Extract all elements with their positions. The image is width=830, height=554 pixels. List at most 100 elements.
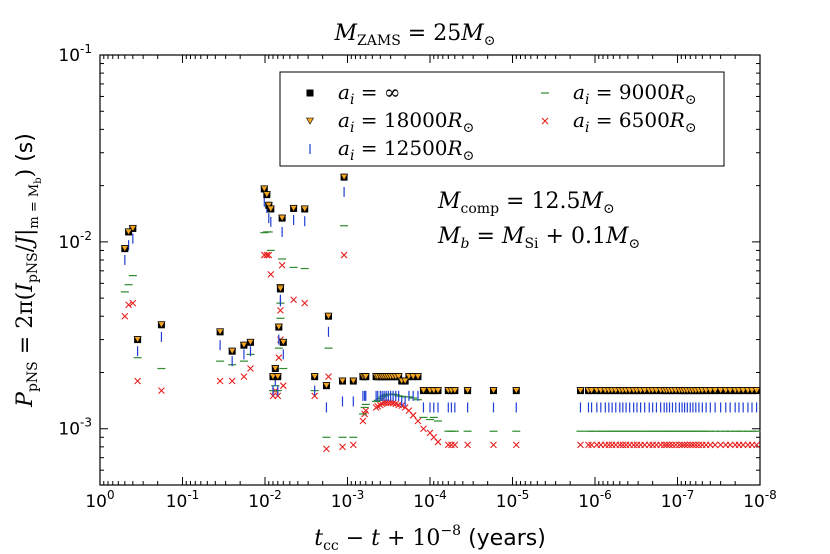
x-tick-label: 10-1 bbox=[166, 488, 200, 512]
data-point-series-4 bbox=[588, 441, 595, 449]
data-point-series-4 bbox=[451, 441, 459, 449]
data-point-series-1 bbox=[216, 328, 225, 336]
data-point-series-4 bbox=[247, 365, 254, 372]
data-point-series-4 bbox=[121, 312, 129, 320]
data-point-series-1 bbox=[324, 312, 333, 320]
data-point-series-4 bbox=[362, 407, 370, 415]
data-point-series-4 bbox=[726, 441, 734, 449]
data-point-series-1 bbox=[340, 173, 349, 181]
data-point-series-4 bbox=[290, 296, 297, 304]
data-point-series-1 bbox=[310, 373, 319, 381]
legend-label-12500: ai = 12500R⊙ bbox=[338, 136, 474, 164]
legend-marker-1 bbox=[305, 117, 315, 125]
data-point-series-4 bbox=[706, 441, 714, 449]
data-point-series-4 bbox=[134, 377, 142, 385]
y-tick-label: 10-3 bbox=[58, 416, 92, 440]
data-point-series-1 bbox=[706, 387, 715, 395]
data-point-series-1 bbox=[711, 387, 720, 395]
data-point-series-1 bbox=[273, 373, 282, 381]
data-point-series-4 bbox=[278, 261, 286, 269]
y-tick-label: 10-2 bbox=[58, 229, 92, 253]
data-point-series-4 bbox=[490, 441, 497, 449]
data-point-series-1 bbox=[576, 387, 585, 395]
data-point-series-1 bbox=[289, 205, 298, 213]
legend-label-6500: ai = 6500R⊙ bbox=[573, 108, 697, 136]
legend-marker-0 bbox=[306, 89, 314, 97]
data-point-series-1 bbox=[322, 382, 331, 390]
data-point-series-4 bbox=[717, 441, 725, 449]
data-point-series-4 bbox=[616, 441, 624, 449]
x-tick-label: 10-6 bbox=[578, 488, 612, 512]
data-point-series-1 bbox=[264, 201, 273, 209]
data-point-series-4 bbox=[711, 441, 719, 449]
legend-label-inf: ai = ∞ bbox=[338, 80, 401, 108]
data-point-series-1 bbox=[260, 185, 269, 193]
legend-box bbox=[279, 71, 725, 167]
data-point-series-4 bbox=[158, 387, 165, 394]
data-point-series-4 bbox=[420, 425, 427, 433]
data-point-series-1 bbox=[262, 191, 271, 199]
data-point-series-1 bbox=[489, 387, 498, 395]
legend-markers bbox=[305, 89, 549, 154]
x-tick-label: 10-2 bbox=[248, 488, 282, 512]
data-point-series-4 bbox=[325, 373, 332, 381]
data-point-series-1 bbox=[394, 373, 403, 381]
data-point-series-4 bbox=[274, 392, 282, 400]
data-point-series-1 bbox=[266, 205, 275, 213]
data-point-series-1 bbox=[228, 347, 237, 355]
data-point-series-4 bbox=[265, 251, 273, 259]
data-point-series-4 bbox=[434, 438, 442, 446]
data-point-series-1 bbox=[409, 373, 418, 381]
data-point-series-4 bbox=[585, 441, 592, 449]
data-point-series-4 bbox=[681, 441, 688, 449]
data-point-series-4 bbox=[275, 354, 283, 362]
data-point-series-4 bbox=[675, 441, 683, 449]
x-tick-label: 100 bbox=[85, 488, 114, 512]
data-point-series-4 bbox=[129, 299, 137, 307]
x-tick-label: 10-8 bbox=[743, 488, 777, 512]
data-point-series-1 bbox=[274, 323, 283, 331]
data-point-series-4 bbox=[279, 382, 287, 390]
data-point-series-4 bbox=[267, 270, 275, 278]
x-tick-label: 10-7 bbox=[661, 488, 695, 512]
data-point-series-1 bbox=[349, 377, 358, 385]
x-tick-label: 10-3 bbox=[331, 488, 365, 512]
data-point-series-1 bbox=[133, 336, 142, 344]
data-point-series-1 bbox=[587, 387, 596, 395]
legend-label-18000: ai = 18000R⊙ bbox=[338, 108, 474, 136]
data-point-series-4 bbox=[678, 441, 686, 449]
data-point-series-4 bbox=[683, 441, 691, 449]
y-tick-label: 10-1 bbox=[58, 42, 92, 66]
data-point-series-1 bbox=[752, 387, 761, 395]
data-point-series-1 bbox=[268, 373, 278, 381]
data-point-series-1 bbox=[739, 387, 748, 395]
data-point-series-1 bbox=[120, 245, 129, 253]
y-axis-label: PpNS = 2π(IpNS/J|m = Mb) (s) bbox=[13, 133, 44, 408]
data-point-series-1 bbox=[413, 373, 422, 381]
data-point-series-4 bbox=[340, 251, 348, 259]
data-point-series-4 bbox=[277, 306, 284, 314]
data-point-series-1 bbox=[271, 365, 280, 373]
data-point-series-4 bbox=[216, 377, 224, 385]
data-point-series-1 bbox=[278, 214, 287, 222]
data-point-series-1 bbox=[239, 341, 248, 349]
data-point-series-4 bbox=[686, 441, 694, 449]
legend-label-9000: ai = 9000R⊙ bbox=[573, 80, 697, 108]
x-tick-label: 10-4 bbox=[413, 488, 447, 512]
data-point-series-4 bbox=[311, 392, 319, 400]
data-point-series-4 bbox=[339, 443, 346, 451]
legend-marker-4 bbox=[541, 117, 549, 125]
data-point-series-1 bbox=[463, 387, 472, 395]
data-point-series-1 bbox=[246, 339, 255, 346]
data-point-series-4 bbox=[301, 299, 309, 307]
data-point-series-1 bbox=[512, 387, 521, 395]
data-point-series-4 bbox=[125, 301, 132, 309]
data-point-series-4 bbox=[359, 417, 367, 425]
data-point-series-1 bbox=[419, 387, 428, 395]
data-point-series-1 bbox=[401, 377, 410, 385]
data-point-series-4 bbox=[739, 441, 747, 449]
data-point-series-4 bbox=[269, 392, 277, 400]
data-point-series-1 bbox=[361, 373, 370, 381]
data-point-series-4 bbox=[263, 251, 271, 259]
